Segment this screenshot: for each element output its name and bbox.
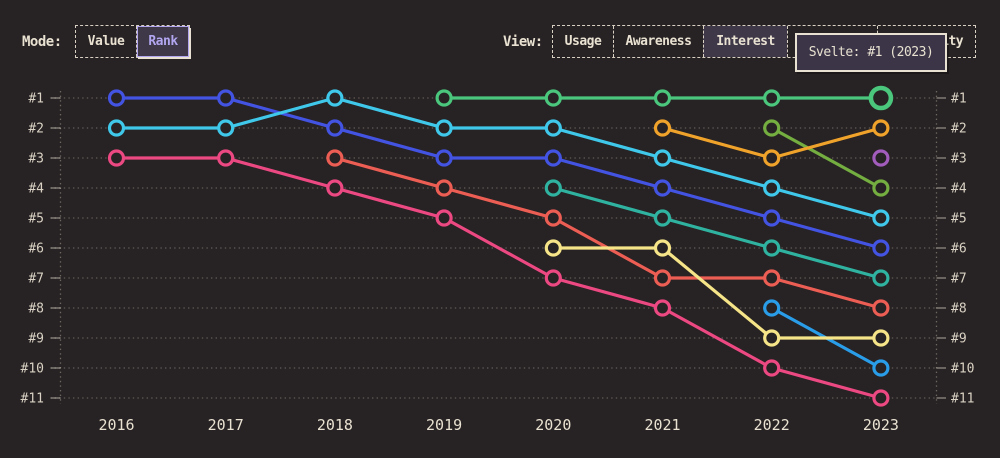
data-point-pink-line-2021[interactable] [653,299,672,317]
data-point-cyan-line-2020[interactable] [544,119,562,137]
data-point-pink-line-2020[interactable] [544,269,562,287]
series-line-teal-line [551,186,883,280]
y-axis-label-right-3: #3 [951,152,967,167]
y-axis-label-left-1: #1 [28,92,44,107]
data-point-pink-line-2017[interactable] [217,149,235,167]
y-axis-label-left-3: #3 [28,152,44,167]
data-point-salmon-line-2023[interactable] [872,299,890,317]
data-point-orange-line-2022[interactable] [763,149,781,167]
mode-option-value[interactable]: Value [76,26,136,57]
x-axis-label-2020: 2020 [535,416,571,434]
x-axis-label-2021: 2021 [644,416,680,434]
data-point-salmon-line-2021[interactable] [653,269,672,287]
y-axis-label-left-4: #4 [28,182,44,197]
data-point-svelte-2022[interactable] [763,89,781,107]
mode-label: Mode: [22,34,62,50]
x-axis-label-2023: 2023 [863,416,899,434]
data-point-orange-line-2023[interactable] [872,119,890,137]
view-option-interest[interactable]: Interest [703,26,787,57]
y-axis-label-left-7: #7 [28,272,44,287]
x-axis-label-2018: 2018 [317,416,353,434]
data-point-yellow-line-2020[interactable] [544,239,562,257]
data-point-pink-line-2023[interactable] [872,389,890,407]
data-point-apple-green-line-2023[interactable] [872,179,890,197]
y-axis-label-left-5: #5 [28,212,44,227]
data-point-teal-line-2023[interactable] [872,269,890,287]
data-point-indigo-line-2022[interactable] [763,209,781,227]
data-point-yellow-line-2023[interactable] [872,329,890,347]
data-point-pink-line-2019[interactable] [435,209,453,227]
y-axis-label-right-1: #1 [951,92,967,107]
data-point-indigo-line-2023[interactable] [872,239,890,257]
series-line-apple-green-line [770,126,883,190]
y-axis-label-left-9: #9 [28,332,44,347]
data-point-pink-line-2018[interactable] [326,179,344,197]
y-axis-label-right-9: #9 [951,332,967,347]
data-point-cyan-line-2021[interactable] [653,149,672,167]
data-point-salmon-line-2022[interactable] [763,269,781,287]
data-point-azure-line-2023[interactable] [872,359,890,377]
data-point-pink-line-2022[interactable] [763,359,781,377]
data-point-cyan-line-2023[interactable] [872,209,890,227]
data-point-indigo-line-2017[interactable] [217,89,235,107]
mode-toggle-group: Value Rank [75,25,190,58]
data-point-cyan-line-2019[interactable] [435,119,453,137]
data-point-indigo-line-2016[interactable] [107,89,126,107]
y-axis-label-right-8: #8 [951,302,967,317]
x-axis-label-2022: 2022 [754,416,790,434]
data-point-salmon-line-2020[interactable] [544,209,562,227]
data-point-purple-line-2023[interactable] [872,149,890,167]
data-point-svelte-2021[interactable] [653,89,672,107]
data-point-salmon-line-2019[interactable] [435,179,453,197]
chart-tooltip-text: Svelte: #1 (2023) [808,45,934,60]
data-point-svelte-2023[interactable] [868,85,894,111]
mode-option-rank[interactable]: Rank [136,26,189,57]
data-point-cyan-line-2018[interactable] [326,89,344,107]
data-point-teal-line-2022[interactable] [763,239,781,257]
data-point-indigo-line-2021[interactable] [653,179,672,197]
data-point-yellow-line-2022[interactable] [763,329,781,347]
y-axis-label-left-10: #10 [21,362,44,377]
y-axis-label-right-10: #10 [951,362,974,377]
y-axis-label-left-11: #11 [21,392,44,407]
x-axis-label-2019: 2019 [426,416,462,434]
x-axis-label-2017: 2017 [208,416,244,434]
y-axis-label-left-6: #6 [28,242,44,257]
series-line-pink-line [114,156,883,400]
y-axis-label-left-2: #2 [28,122,44,137]
series-line-yellow-line [551,246,883,340]
data-point-cyan-line-2016[interactable] [107,119,126,137]
series-line-salmon-line [333,156,883,310]
data-point-cyan-line-2017[interactable] [217,119,235,137]
data-point-indigo-line-2020[interactable] [544,149,562,167]
series-line-indigo-line [114,96,883,250]
data-point-apple-green-line-2022[interactable] [763,119,781,137]
y-axis-label-right-5: #5 [951,212,967,227]
view-option-awareness[interactable]: Awareness [613,26,703,57]
data-point-indigo-line-2019[interactable] [435,149,453,167]
x-axis-label-2016: 2016 [98,416,134,434]
data-point-salmon-line-2018[interactable] [326,149,344,167]
y-axis-label-left-8: #8 [28,302,44,317]
data-point-pink-line-2016[interactable] [107,149,126,167]
data-point-orange-line-2021[interactable] [653,119,672,137]
data-point-indigo-line-2018[interactable] [326,119,344,137]
y-axis-label-right-6: #6 [951,242,967,257]
data-point-teal-line-2021[interactable] [653,209,672,227]
data-point-teal-line-2020[interactable] [544,179,562,197]
y-axis-label-right-2: #2 [951,122,967,137]
data-point-svelte-2019[interactable] [435,89,453,107]
data-point-yellow-line-2021[interactable] [653,239,672,257]
view-option-usage[interactable]: Usage [553,26,613,57]
chart-tooltip: Svelte: #1 (2023) [795,33,947,72]
series-line-cyan-line [114,96,883,220]
data-point-azure-line-2022[interactable] [763,299,781,317]
data-point-svelte-2020[interactable] [544,89,562,107]
data-point-cyan-line-2022[interactable] [763,179,781,197]
y-axis-label-right-11: #11 [951,392,974,407]
y-axis-label-right-4: #4 [951,182,967,197]
y-axis-label-right-7: #7 [951,272,967,287]
view-label: View: [503,34,543,50]
